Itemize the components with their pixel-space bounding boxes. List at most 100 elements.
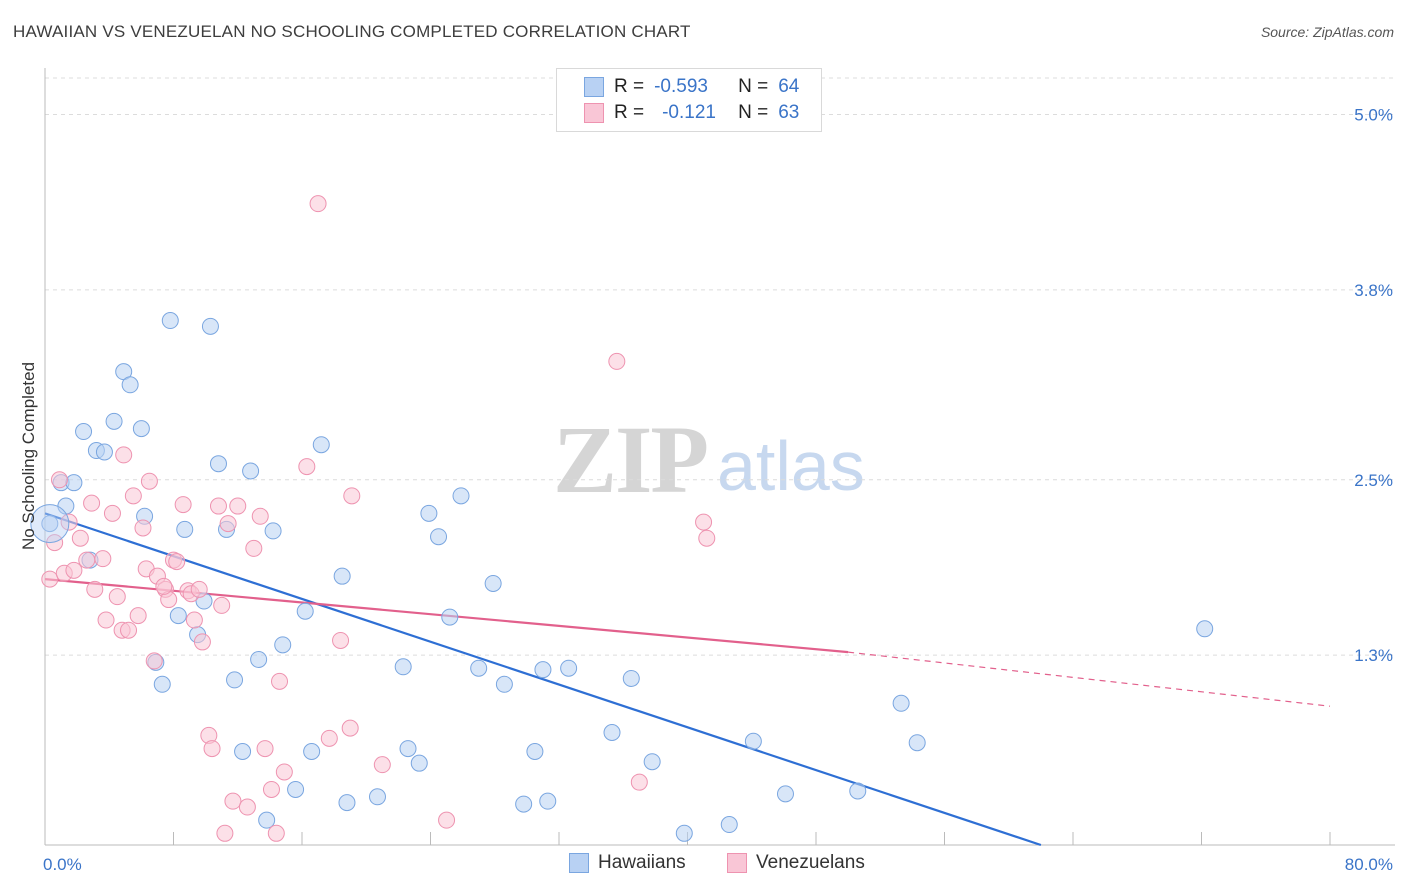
venezuelan-point	[174, 496, 192, 514]
hawaiian-point	[394, 658, 412, 676]
hawaiian-point	[176, 520, 194, 538]
hawaiian-point	[368, 788, 386, 806]
x-tick-label: 80.0%	[1345, 855, 1393, 874]
gridlines	[45, 77, 1395, 656]
hawaiian-point	[303, 742, 321, 760]
venezuelan-point	[343, 487, 361, 505]
hawaiian-point	[242, 462, 260, 480]
legend-item-venezuelans[interactable]: Venezuelans	[727, 852, 865, 874]
venezuelan-point	[168, 553, 186, 571]
hawaiians-trend-line	[44, 512, 1042, 847]
r-value: -0.121	[662, 102, 716, 123]
series-legend: Hawaiians Venezuelans	[0, 850, 1406, 880]
hawaiian-point	[333, 567, 351, 585]
venezuelan-point	[103, 504, 121, 522]
venezuelan-point	[140, 472, 158, 490]
hawaiian-point	[264, 522, 282, 540]
venezuelan-point	[190, 580, 208, 598]
hawaiian-point	[209, 455, 227, 473]
venezuelan-point	[256, 740, 274, 758]
venezuelan-point	[155, 577, 173, 595]
hawaiian-point	[622, 669, 640, 687]
hawaiian-point	[534, 661, 552, 679]
legend-label: Venezuelans	[756, 852, 865, 873]
venezuelan-point	[238, 798, 256, 816]
venezuelan-point	[83, 494, 101, 512]
venezuelan-point	[271, 672, 289, 690]
venezuelan-point	[229, 497, 247, 515]
hawaiian-point	[312, 436, 330, 454]
venezuelans-trend-extension	[848, 651, 1331, 707]
hawaiian-point	[169, 607, 187, 625]
hawaiian-point	[484, 574, 502, 592]
venezuelan-point	[97, 611, 115, 629]
venezuelan-point	[129, 607, 147, 625]
hawaiian-point	[420, 504, 438, 522]
hawaiian-point	[603, 724, 621, 742]
n-value: 63	[778, 102, 800, 123]
venezuelans-swatch	[727, 853, 747, 873]
venezuelan-point	[209, 497, 227, 515]
hawaiian-point	[201, 317, 219, 335]
venezuelan-point	[245, 539, 263, 557]
legend-item-hawaiians[interactable]: Hawaiians	[569, 852, 686, 874]
venezuelan-point	[267, 824, 285, 842]
venezuelan-point	[309, 195, 327, 213]
hawaiian-point	[399, 740, 417, 758]
hawaiian-point	[908, 734, 926, 752]
data-points	[30, 195, 1214, 842]
legend-label: Hawaiians	[598, 852, 686, 873]
hawaiian-point	[515, 795, 533, 813]
hawaiian-point	[153, 675, 171, 693]
venezuelan-point	[185, 611, 203, 629]
hawaiian-point	[296, 602, 314, 620]
chart-title: HAWAIIAN VS VENEZUELAN NO SCHOOLING COMP…	[13, 22, 691, 41]
venezuelan-point	[213, 596, 231, 614]
hawaiian-point	[849, 782, 867, 800]
hawaiian-point	[95, 443, 113, 461]
y-tick-label: 5.0%	[1354, 106, 1393, 125]
watermark-atlas: atlas	[717, 427, 865, 505]
hawaiian-point	[441, 608, 459, 626]
n-label: N =	[738, 76, 769, 97]
venezuelan-point	[373, 756, 391, 774]
venezuelan-point	[193, 633, 211, 651]
hawaiian-point	[65, 474, 83, 492]
hawaiian-point	[452, 487, 470, 505]
hawaiian-point	[643, 753, 661, 771]
hawaiian-point	[258, 811, 276, 829]
venezuelan-point	[275, 763, 293, 781]
venezuelan-point	[298, 458, 316, 476]
y-tick-label: 2.5%	[1354, 471, 1393, 490]
y-tick-label: 3.8%	[1354, 281, 1393, 300]
x-tick-label: 0.0%	[43, 855, 82, 874]
hawaiian-point	[744, 732, 762, 750]
venezuelan-point	[71, 529, 89, 547]
venezuelan-point	[698, 529, 716, 547]
venezuelan-point	[145, 652, 163, 670]
hawaiian-point	[287, 780, 305, 798]
venezuelan-point	[41, 570, 59, 588]
venezuelan-point	[438, 811, 456, 829]
venezuelan-point	[94, 550, 112, 568]
venezuelan-point	[134, 519, 152, 537]
venezuelan-point	[65, 561, 83, 579]
venezuelan-point	[78, 551, 96, 569]
venezuelan-point	[216, 824, 234, 842]
hawaiian-cluster-point	[30, 504, 70, 544]
hawaiian-point	[720, 816, 738, 834]
hawaiians-swatch	[569, 853, 589, 873]
venezuelan-point	[50, 471, 68, 489]
venezuelan-point	[251, 507, 269, 525]
venezuelan-point	[203, 740, 221, 758]
hawaiian-point	[121, 376, 139, 394]
venezuelan-point	[332, 631, 350, 649]
tick-labels: 1.3% 2.5% 3.8% 5.0% 0.0% 80.0%	[43, 106, 1393, 874]
r-value: -0.593	[654, 76, 708, 97]
watermark-zip: ZIP	[553, 406, 707, 513]
y-axis-label: No Schooling Completed	[19, 362, 38, 550]
hawaiian-point	[539, 792, 557, 810]
n-label: N =	[738, 102, 769, 123]
hawaiian-point	[430, 528, 448, 546]
